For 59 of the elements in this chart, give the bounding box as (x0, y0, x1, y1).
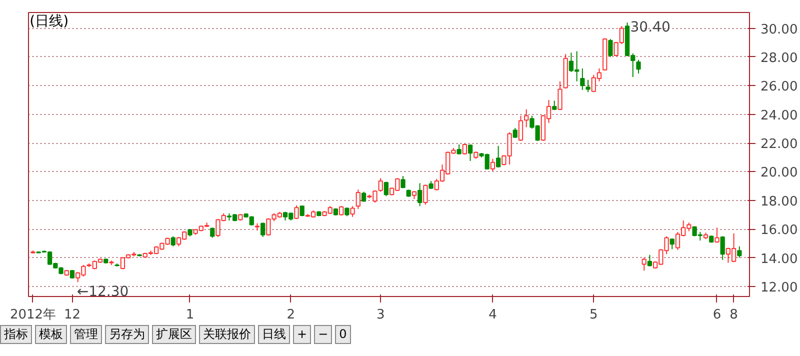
y-tick-label: 24.00 (760, 108, 798, 124)
y-tick-label: 16.00 (760, 223, 798, 238)
annotation: ←12.30 (76, 284, 129, 300)
candlestick (496, 145, 501, 168)
candlestick (720, 236, 725, 260)
y-tick-label: 14.00 (760, 252, 798, 267)
candlestick (647, 254, 652, 267)
x-tick-label: 2012年 (10, 308, 56, 322)
candlestick (524, 108, 529, 128)
text: 管理 (70, 325, 102, 344)
candlestick (642, 257, 646, 272)
x-tick-label: 8 (730, 308, 738, 322)
text: 模板 (35, 325, 67, 344)
candlestick (361, 191, 366, 202)
x-tick-label: 3 (376, 308, 385, 322)
x-tick-label: 12 (64, 308, 81, 322)
y-tick-label: 28.00 (760, 50, 798, 66)
y-tick-label: 18.00 (760, 194, 798, 210)
candlestick (210, 227, 215, 238)
text: 关联报价 (199, 325, 255, 344)
y-tick-label: 22.00 (760, 137, 798, 152)
y-tick-label: 30.00 (760, 22, 798, 38)
candlestick (636, 59, 641, 74)
x-tick-label: 6 (712, 308, 722, 322)
x-tick-label: 2 (286, 308, 296, 322)
x-tick-label: 5 (590, 308, 598, 322)
candlestick (490, 158, 496, 172)
candlestick (339, 206, 344, 216)
y-tick-label: 26.00 (760, 80, 798, 95)
text: + (293, 325, 312, 344)
candlestick (170, 236, 176, 247)
candlestick (384, 181, 389, 197)
x-tick-label: 4 (488, 308, 497, 322)
candlestick (714, 227, 720, 244)
text: 指标 (0, 325, 32, 344)
candlestick (737, 246, 742, 258)
candlestick (350, 206, 355, 218)
candlestick (518, 115, 524, 142)
candlestick (586, 79, 590, 93)
x-tick-label: 1 (186, 308, 194, 322)
candlestick (356, 189, 360, 210)
text: − (314, 325, 332, 344)
y-tick-label: 12.00 (760, 280, 798, 296)
chart-title: (日线) (30, 14, 69, 30)
y-tick-label: 20.00 (760, 166, 798, 181)
candlestick (608, 38, 613, 58)
text: 0 (335, 325, 351, 344)
candlestick (294, 204, 299, 220)
text: 另存为 (105, 325, 149, 344)
annotation: 30.40 (630, 20, 670, 36)
candlestick (260, 222, 266, 238)
candlestick (418, 182, 422, 207)
candlestick (580, 68, 585, 90)
text: 扩展区 (152, 325, 196, 344)
text: 日线 (258, 325, 290, 344)
candlestick (468, 144, 473, 162)
candlestick (400, 176, 406, 189)
candlestick (423, 184, 428, 206)
candlestick (558, 80, 562, 111)
